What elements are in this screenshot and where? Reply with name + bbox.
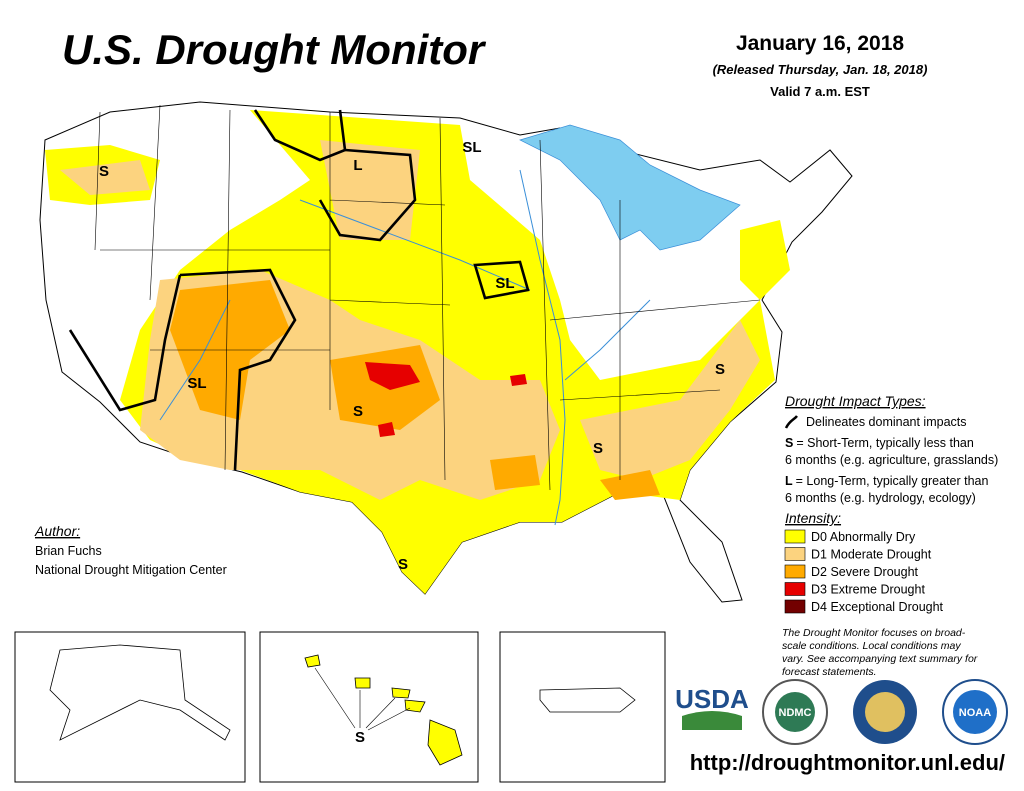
intensity-legend: D0 Abnormally Dry D1 Moderate Drought D2 S… <box>784 529 944 614</box>
impact-label: S <box>99 163 109 180</box>
river <box>564 299 651 381</box>
intensity-swatch <box>784 564 806 579</box>
intensity-swatch <box>784 582 806 596</box>
author-org: National Drought Mitigation Center <box>35 563 227 577</box>
intensity-label: D0 Abnormally Dry <box>811 530 916 544</box>
noaa-inner <box>953 690 997 734</box>
impact-type: L = Long-Term, typically greater than <box>785 474 988 488</box>
d1-area <box>60 160 150 195</box>
impact-line <box>253 109 347 162</box>
hawaii-island <box>427 719 463 766</box>
river <box>159 299 231 421</box>
impact-line <box>318 148 417 242</box>
intensity-label: D2 Severe Drought <box>811 565 919 579</box>
intensity-title: Intensity: <box>785 510 841 526</box>
river <box>299 199 531 291</box>
impact-key: L <box>785 474 793 488</box>
impact-key: S <box>785 436 793 450</box>
hawaii-island <box>304 654 426 713</box>
intensity-swatch <box>784 547 806 561</box>
intensity-swatch <box>784 599 806 614</box>
impact-text: = Short-Term, typically less than <box>796 436 974 450</box>
valid: Valid 7 a.m. EST <box>770 84 870 99</box>
impact-label: S <box>398 556 408 573</box>
d1-area <box>580 320 760 480</box>
impact-type: S = Short-Term, typically less than <box>785 436 974 450</box>
d3-area <box>378 422 395 437</box>
noaa-logo: NOAA <box>959 707 991 719</box>
d3-area <box>510 374 527 386</box>
d0-area <box>740 220 790 300</box>
intensity-label: D3 Extreme Drought <box>811 583 925 597</box>
state-lines <box>94 104 761 491</box>
impact-label: S <box>593 440 603 457</box>
impact-label: SL <box>462 139 481 156</box>
hawaii-inset <box>259 631 479 783</box>
author-heading: Author: <box>34 523 80 539</box>
ndmc-inner <box>775 692 815 732</box>
commerce-inner <box>865 692 905 732</box>
intensity-swatch <box>784 529 806 544</box>
impact-text-2: 6 months (e.g. hydrology, ecology) <box>785 491 976 505</box>
author-name: Brian Fuchs <box>35 544 102 558</box>
impact-text-2: 6 months (e.g. agriculture, grasslands) <box>785 453 998 467</box>
pointer-lines <box>314 667 411 731</box>
river <box>519 169 566 526</box>
released: (Released Thursday, Jan. 18, 2018) <box>713 62 928 77</box>
impact-label: S <box>355 729 365 746</box>
great-lakes <box>519 124 741 251</box>
url[interactable]: http://droughtmonitor.unl.edu/ <box>690 750 1005 775</box>
impact-label: SL <box>187 375 206 392</box>
note: The Drought Monitor focuses on broad-sca… <box>782 627 978 678</box>
impact-symbol <box>784 415 798 429</box>
d1-area <box>320 140 420 240</box>
alaska <box>49 644 231 741</box>
d2-area <box>600 470 660 500</box>
title: U.S. Drought Monitor <box>62 26 487 73</box>
date: January 16, 2018 <box>736 32 904 55</box>
puerto-rico-inset <box>499 631 666 783</box>
d0-area <box>120 110 775 594</box>
impact-line <box>68 268 297 471</box>
usda-swoosh <box>682 711 742 730</box>
note-line: scale conditions. Local conditions may <box>782 640 961 652</box>
logos: USDA NDMC NOAA <box>675 679 1008 745</box>
impact-line <box>473 260 530 300</box>
intensity-label: D1 Moderate Drought <box>811 548 932 562</box>
note-line: forecast statements. <box>782 666 877 678</box>
intensity-label: D4 Exceptional Drought <box>811 600 944 614</box>
impact-title: Drought Impact Types: <box>785 393 926 409</box>
note-line: The Drought Monitor focuses on broad- <box>782 627 966 639</box>
d3-area <box>365 362 420 390</box>
usda-logo: USDA <box>675 684 749 714</box>
alaska-inset <box>14 631 246 783</box>
impact-label: S <box>715 361 725 378</box>
impact-label: L <box>353 157 362 174</box>
impact-delineates: Delineates dominant impacts <box>806 415 967 429</box>
ndmc-logo: NDMC <box>779 707 812 719</box>
impact-text: = Long-Term, typically greater than <box>796 474 989 488</box>
drought-areas <box>45 110 790 594</box>
d2-area <box>490 455 540 490</box>
impact-types: S = Short-Term, typically less than 6 mont… <box>785 436 998 505</box>
impact-label: S <box>353 403 363 420</box>
impact-label: SL <box>495 275 514 292</box>
puerto-rico <box>539 687 636 713</box>
note-line: vary. See accompanying text summary for <box>782 653 978 665</box>
